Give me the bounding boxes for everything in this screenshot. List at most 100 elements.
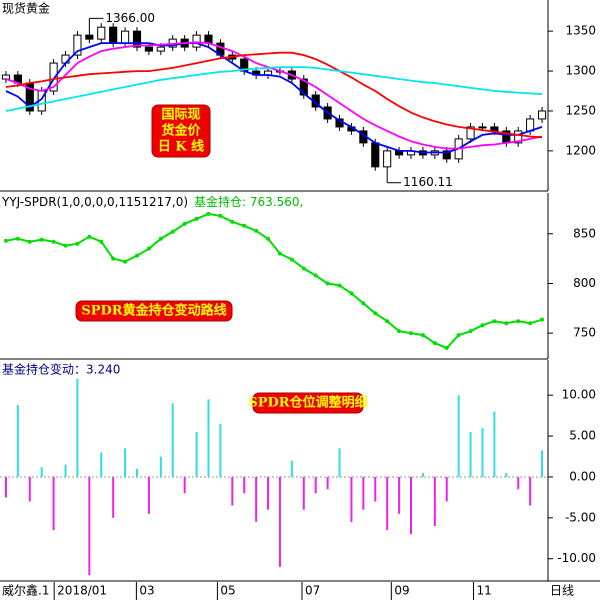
x-tick-label: 05 — [220, 584, 235, 598]
candle-body — [121, 30, 130, 44]
bar — [147, 476, 150, 514]
x-tick-label: 03 — [139, 584, 154, 598]
bar — [88, 476, 91, 576]
bar — [457, 395, 460, 477]
candle-body — [442, 150, 451, 160]
holding-dot — [87, 234, 92, 239]
holding-dot — [75, 241, 80, 246]
candle-body — [299, 78, 308, 96]
annotation-label: 1160.11 — [403, 175, 453, 189]
bar — [445, 476, 448, 502]
y-tick-label: 1350 — [565, 24, 596, 38]
holding-dot — [456, 333, 461, 338]
bar — [386, 476, 389, 531]
candle-body — [490, 126, 499, 132]
candle-body — [204, 34, 213, 44]
y-tick-label: -10.00 — [557, 551, 596, 565]
bar — [529, 476, 532, 506]
holding-dot — [206, 211, 211, 216]
candle-body — [49, 62, 58, 92]
bar — [374, 476, 377, 502]
y-tick-label: 10.00 — [562, 388, 596, 402]
holding-dot — [361, 301, 366, 306]
holding-dot — [337, 283, 342, 288]
candle-body — [144, 46, 153, 52]
holding-dot — [146, 246, 151, 251]
bar — [52, 476, 55, 531]
y-tick-label: 800 — [573, 276, 596, 290]
bar — [410, 476, 412, 535]
candle-body — [514, 130, 523, 144]
bar — [40, 467, 43, 477]
bar — [541, 450, 544, 477]
holding-dot — [516, 319, 521, 324]
holding-dot — [277, 251, 282, 256]
y-tick-label: 750 — [573, 326, 596, 340]
bar — [433, 476, 436, 527]
bar — [517, 476, 520, 490]
holding-dot — [266, 236, 271, 241]
annotation-label: 1366.00 — [105, 11, 155, 25]
panel-title: YYJ-SPDR(1,0,0,0,0,1151217,0) 基金持仓: 763.5… — [1, 194, 303, 209]
candle-body — [73, 34, 82, 56]
note-box — [75, 300, 233, 322]
holding-dot — [432, 341, 437, 346]
holding-dot — [540, 317, 545, 322]
holding-dot — [218, 213, 223, 218]
holding-dot — [39, 237, 44, 242]
footer-left: 威尔鑫.1 — [2, 583, 49, 598]
bar — [362, 476, 365, 510]
holding-dot — [123, 259, 128, 264]
bar — [124, 448, 127, 477]
candle-body — [383, 150, 392, 168]
holding-dot — [111, 256, 116, 261]
bar — [314, 476, 317, 494]
y-tick-label: 1250 — [565, 103, 596, 117]
note-box — [151, 104, 211, 158]
candle-body — [97, 26, 106, 40]
x-tick-label: 11 — [477, 584, 492, 598]
bar — [16, 404, 19, 477]
holding-dot — [230, 219, 235, 224]
holding-dot — [373, 311, 378, 316]
bar — [231, 476, 234, 506]
candle-body — [478, 126, 487, 129]
x-tick-label: 2018/01 — [57, 584, 107, 598]
panel-title: 基金持仓变动：3.240 — [2, 362, 120, 377]
y-tick-label: -5.00 — [565, 510, 596, 524]
bar — [481, 427, 484, 477]
holding-dot — [349, 291, 354, 296]
bar — [4, 476, 7, 498]
note-text: 国际现 — [161, 108, 200, 123]
holding-dot — [468, 329, 473, 334]
bar — [278, 476, 281, 567]
holding-dot — [313, 273, 318, 278]
holding-dot — [528, 321, 533, 326]
holding-dot — [15, 236, 20, 241]
ma-line — [5, 66, 543, 112]
bar — [136, 468, 138, 477]
candle-body — [466, 126, 475, 140]
candle-body — [85, 34, 94, 40]
y-tick-label: 1200 — [565, 143, 596, 157]
holding-dot — [444, 346, 449, 351]
x-tick-label: 07 — [305, 584, 320, 598]
ma-line — [5, 51, 543, 139]
bar — [207, 399, 210, 477]
bar — [100, 452, 103, 477]
holding-dot — [242, 223, 247, 228]
footer-right: 日线 — [550, 584, 574, 598]
bar — [493, 411, 496, 477]
bar — [255, 476, 258, 522]
ma-line — [5, 42, 543, 154]
holding-dot — [397, 329, 402, 334]
holding-dot — [194, 216, 199, 221]
chart-title: 现货黄金 — [2, 1, 50, 16]
holding-dot — [492, 319, 497, 324]
bar — [195, 431, 198, 477]
bar — [398, 476, 401, 514]
holding-dot — [182, 221, 187, 226]
y-tick-label: 850 — [573, 226, 596, 240]
